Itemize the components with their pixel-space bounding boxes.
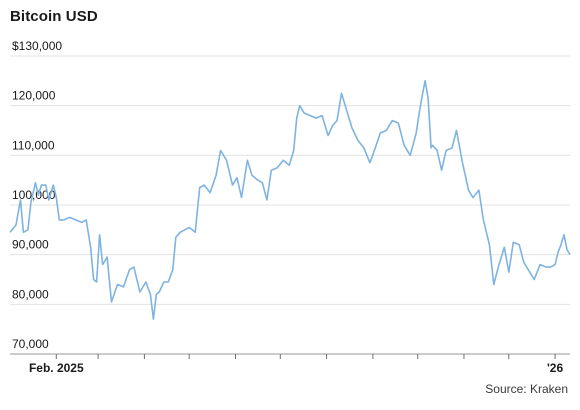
y-tick-label: 90,000 — [12, 238, 49, 252]
y-axis-labels: $130,000 120,000 110,000 100,000 90,000 80,00… — [12, 39, 62, 351]
source-note: Source: Kraken — [485, 382, 568, 396]
grid — [10, 55, 570, 355]
x-axis: Feb. 2025 '26 — [29, 354, 564, 375]
y-tick-label: $130,000 — [12, 39, 62, 53]
y-tick-label: 70,000 — [12, 337, 49, 351]
series-group — [9, 80, 571, 321]
chart-title: Bitcoin USD — [10, 8, 98, 25]
y-tick-label: 110,000 — [12, 138, 55, 152]
series-line — [9, 80, 571, 321]
x-tick-label: Feb. 2025 — [29, 361, 84, 375]
x-tick-label: '26 — [547, 361, 564, 375]
y-tick-label: 80,000 — [12, 287, 49, 301]
y-tick-label: 100,000 — [12, 188, 56, 202]
y-tick-label: 120,000 — [12, 89, 56, 103]
